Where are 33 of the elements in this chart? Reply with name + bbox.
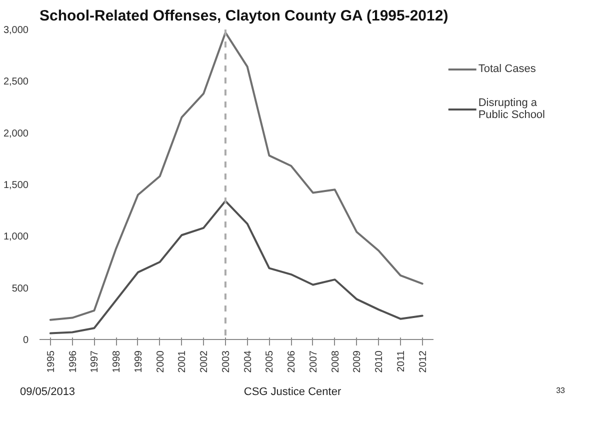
x-tick-label: 1995 — [46, 350, 57, 373]
y-tick-label: 2,000 — [3, 128, 29, 140]
line-series — [49, 32, 424, 321]
x-tick-label: 2004 — [242, 350, 254, 373]
chart-title: School-Related Offenses, Clayton County GA (1995-2012) — [40, 8, 448, 24]
y-tick-label: 500 — [12, 283, 29, 294]
x-tick-label: 2008 — [330, 350, 342, 373]
x-tick-label: 2002 — [199, 350, 210, 373]
y-tick-label: 3,000 — [3, 25, 29, 36]
x-tick-label: 1998 — [112, 350, 123, 373]
text: 09/05/2013 — [20, 385, 76, 400]
text: CSG Justice Center — [242, 385, 342, 400]
x-tick-label: 2007 — [308, 350, 320, 373]
x-tick-label: 2009 — [352, 350, 364, 373]
y-tick-label: 1,000 — [3, 232, 29, 243]
y-tick-label: 2,500 — [3, 76, 29, 88]
x-tick-label: 2012 — [418, 350, 429, 373]
x-tick-label: 1999 — [133, 350, 144, 373]
x-tick-label: 2001 — [177, 350, 188, 373]
x-tick-label: 2000 — [155, 350, 166, 373]
x-tick-label: 2011 — [396, 350, 407, 372]
legend-label: Total Cases — [478, 63, 536, 75]
y-tick-label: 1,500 — [3, 180, 29, 191]
x-tick-label: 2006 — [286, 350, 298, 373]
legend-label: Disrupting a Public School — [478, 97, 545, 121]
text: 33 — [555, 385, 566, 397]
x-tick-label: 1996 — [68, 350, 79, 373]
y-tick-label: 0 — [22, 335, 29, 346]
x-tick-label: 2003 — [220, 350, 232, 373]
x-tick-label: 1997 — [90, 350, 101, 373]
x-tick-label: 2005 — [264, 350, 276, 373]
x-tick-label: 2010 — [374, 350, 386, 373]
line-series — [49, 200, 424, 334]
